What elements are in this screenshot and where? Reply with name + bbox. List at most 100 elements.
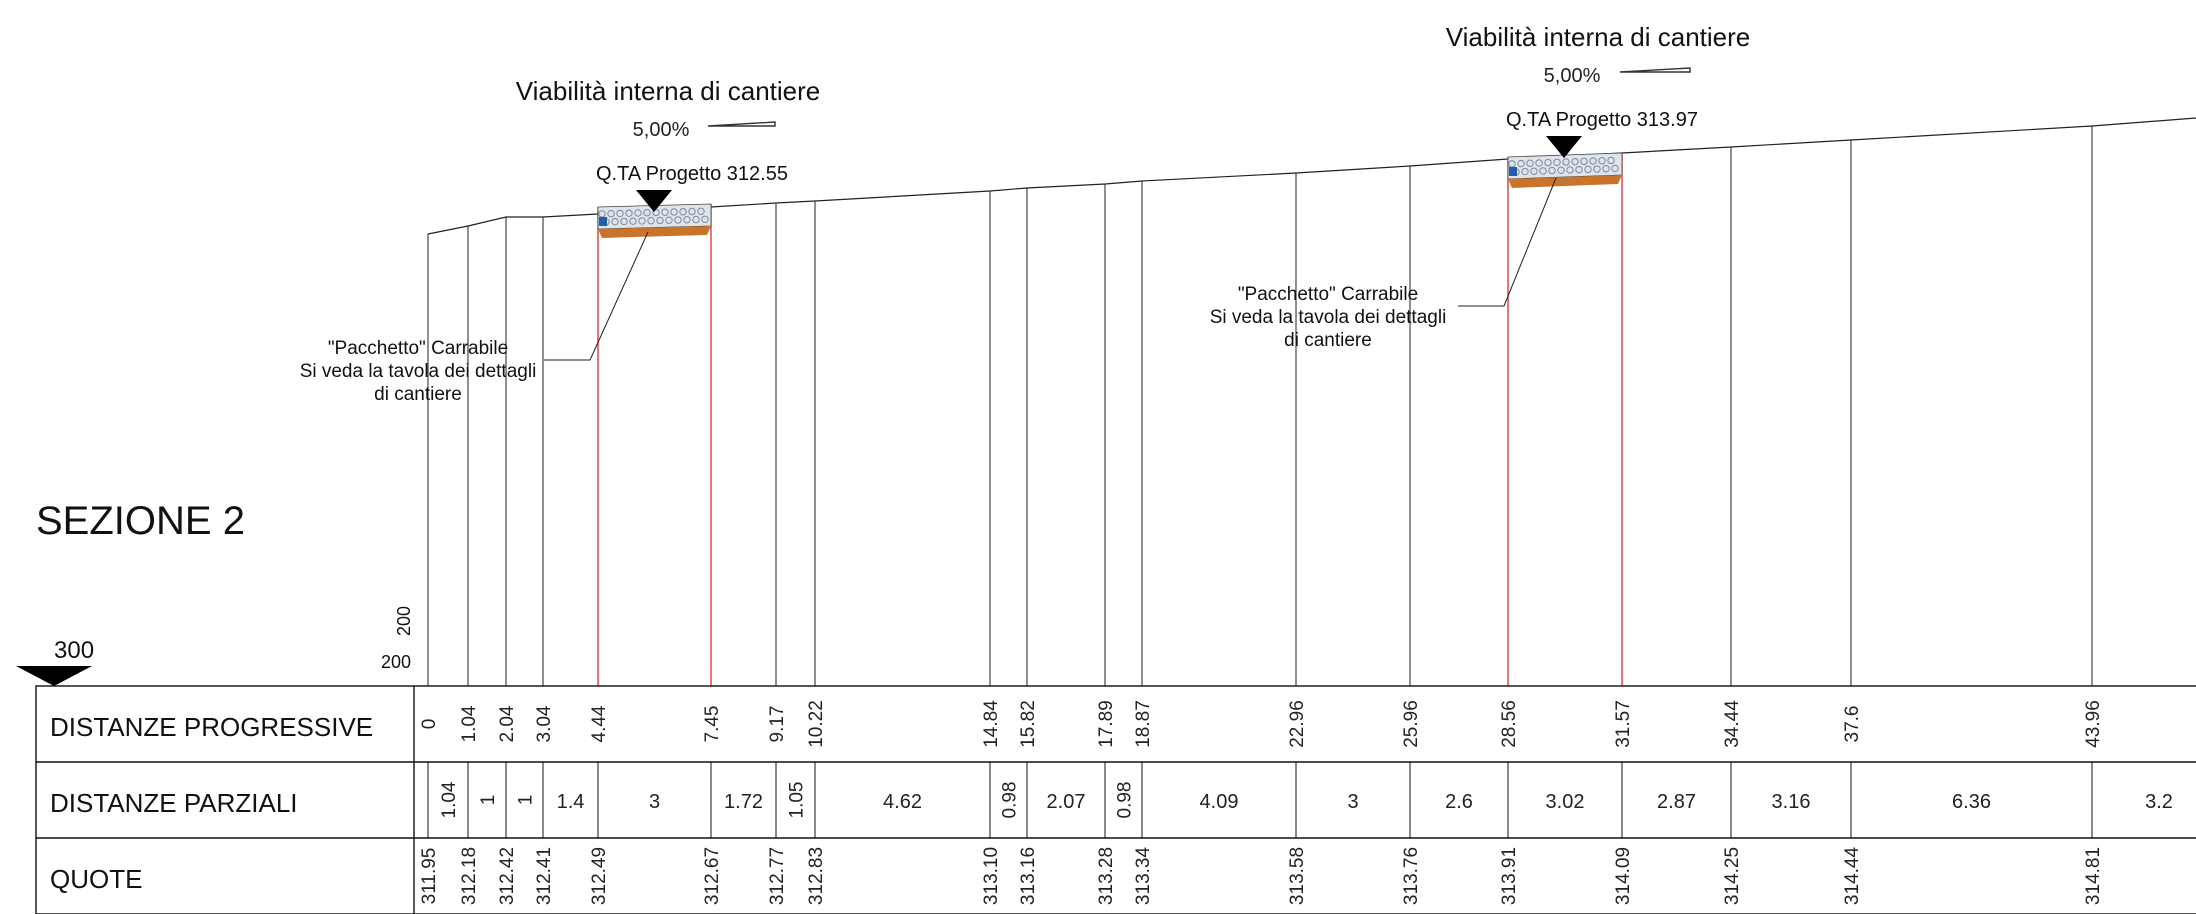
progressive-value: 25.96: [1401, 700, 1422, 748]
gravel-mark: [1544, 158, 1552, 167]
progressive-value: 37.6: [1842, 706, 1863, 743]
partial-value: 2.87: [1657, 791, 1696, 813]
gravel-mark: [629, 217, 637, 225]
partial-value: 6.36: [1952, 791, 1991, 813]
gravel-mark: [1602, 165, 1610, 173]
scale-arrow-label: 300: [54, 637, 94, 664]
path-note-line: Si veda la tavola dei dettagli: [300, 361, 537, 382]
partial-value: 4.09: [1200, 791, 1239, 813]
gravel-mark: [1553, 158, 1561, 166]
path-note-line: "Pacchetto" Carrabile: [328, 338, 508, 359]
path-slope: 5,00%: [1544, 65, 1601, 87]
gravel-mark: [1593, 165, 1601, 173]
gravel-mark: [643, 208, 651, 217]
partial-value: 1.72: [724, 791, 763, 813]
progressive-value: 3.04: [534, 705, 555, 742]
gravel-mark: [1584, 165, 1592, 174]
quote-value: 314.81: [2083, 847, 2104, 905]
note-leader-line: [1458, 177, 1557, 307]
gravel-mark: [647, 216, 655, 225]
partial-value: 0.98: [1000, 782, 1021, 819]
level-marker-icon: [1546, 136, 1582, 158]
table-row-label: DISTANZE PARZIALI: [50, 788, 298, 818]
partial-value: 2.07: [1047, 791, 1086, 813]
progressive-value: 4.44: [589, 705, 610, 742]
quote-value: 313.91: [1499, 847, 1520, 905]
gravel-mark: [1607, 156, 1615, 165]
gravel-mark: [1535, 159, 1543, 167]
road-path-2: Viabilità interna di cantiere 5,00% Q.TA P…: [1210, 22, 1750, 686]
table-frame: [35, 685, 2196, 914]
scale-vertical: 200: [394, 606, 414, 636]
gravel-mark: [1517, 159, 1525, 168]
progressive-value: 2.04: [497, 705, 518, 742]
path-slope: 5,00%: [633, 119, 690, 141]
gravel-mark: [1562, 158, 1570, 166]
gravel-mark: [1557, 166, 1565, 174]
path-title: Viabilità interna di cantiere: [516, 76, 820, 106]
partial-value: 1.4: [557, 791, 585, 813]
quote-value: 314.25: [1722, 847, 1743, 905]
drain-marker: [1509, 167, 1517, 176]
partial-value: 3.02: [1546, 791, 1585, 813]
level-marker-icon: [636, 190, 672, 212]
partial-value: 2.6: [1445, 791, 1473, 813]
section-title: SEZIONE 2: [36, 499, 245, 543]
quote-value: 313.34: [1133, 847, 1154, 906]
path-title: Viabilità interna di cantiere: [1446, 22, 1750, 52]
quote-value: 312.49: [589, 847, 610, 905]
quote-value: 313.10: [981, 847, 1002, 905]
gravel-mark: [1530, 167, 1538, 175]
gravel-mark: [665, 216, 673, 224]
quote-value: 313.28: [1096, 847, 1117, 905]
slope-arrow-icon: [1619, 67, 1691, 73]
progressive-value: 34.44: [1722, 700, 1743, 748]
quote-value: 312.42: [497, 847, 518, 905]
quote-value: 312.83: [806, 847, 827, 905]
progressive-value: 31.57: [1613, 700, 1634, 748]
gravel-mark: [1598, 157, 1606, 165]
partial-value: 1.05: [787, 782, 808, 819]
progressive-value: 43.96: [2083, 700, 2104, 748]
quote-value: 313.58: [1287, 847, 1308, 905]
quote-value: 312.41: [534, 847, 555, 905]
path-note-line: di cantiere: [374, 384, 462, 405]
quote-value: 312.77: [767, 847, 788, 905]
partial-value: 1: [516, 795, 537, 806]
scale-arrow-icon: [16, 666, 92, 686]
drain-marker: [599, 217, 607, 226]
progressive-value: 28.56: [1499, 700, 1520, 748]
quote-value: 313.76: [1401, 847, 1422, 905]
gravel-mark: [607, 209, 615, 218]
gravel-mark: [1589, 157, 1597, 165]
gravel-mark: [611, 217, 619, 226]
gravel-mark: [1526, 159, 1534, 167]
path-note-line: di cantiere: [1284, 330, 1372, 351]
gravel-mark: [1575, 165, 1583, 174]
quote-value: 314.44: [1842, 847, 1863, 906]
progressive-value: 15.82: [1018, 700, 1039, 748]
progressive-value: 10.22: [806, 700, 827, 748]
road-path-1: Viabilità interna di cantiere 5,00% Q.TA P…: [300, 76, 820, 686]
path-note-line: Si veda la tavola dei dettagli: [1210, 307, 1447, 328]
gravel-mark: [679, 208, 687, 216]
scale-horizontal: 200: [381, 652, 411, 672]
road-paths: Viabilità interna di cantiere 5,00% Q.TA P…: [300, 22, 1750, 686]
gravel-mark: [670, 208, 678, 216]
quote-value: 312.18: [459, 847, 480, 905]
gravel-mark: [656, 216, 664, 225]
partial-value: 3: [649, 791, 660, 813]
gravel-mark: [638, 217, 646, 225]
gravel-mark: [661, 208, 669, 216]
partial-value: 3.2: [2145, 791, 2173, 813]
gravel-mark: [620, 217, 628, 226]
progressive-value: 7.45: [702, 706, 723, 743]
progressive-value: 17.89: [1096, 700, 1117, 748]
subbase-layer: [598, 226, 711, 238]
gravel-mark: [683, 216, 691, 224]
gravel-mark: [692, 215, 700, 224]
note-leader-line: [544, 231, 649, 361]
gravel-mark: [616, 209, 624, 218]
gravel-mark: [1571, 157, 1579, 166]
subbase-layer: [1508, 175, 1622, 188]
